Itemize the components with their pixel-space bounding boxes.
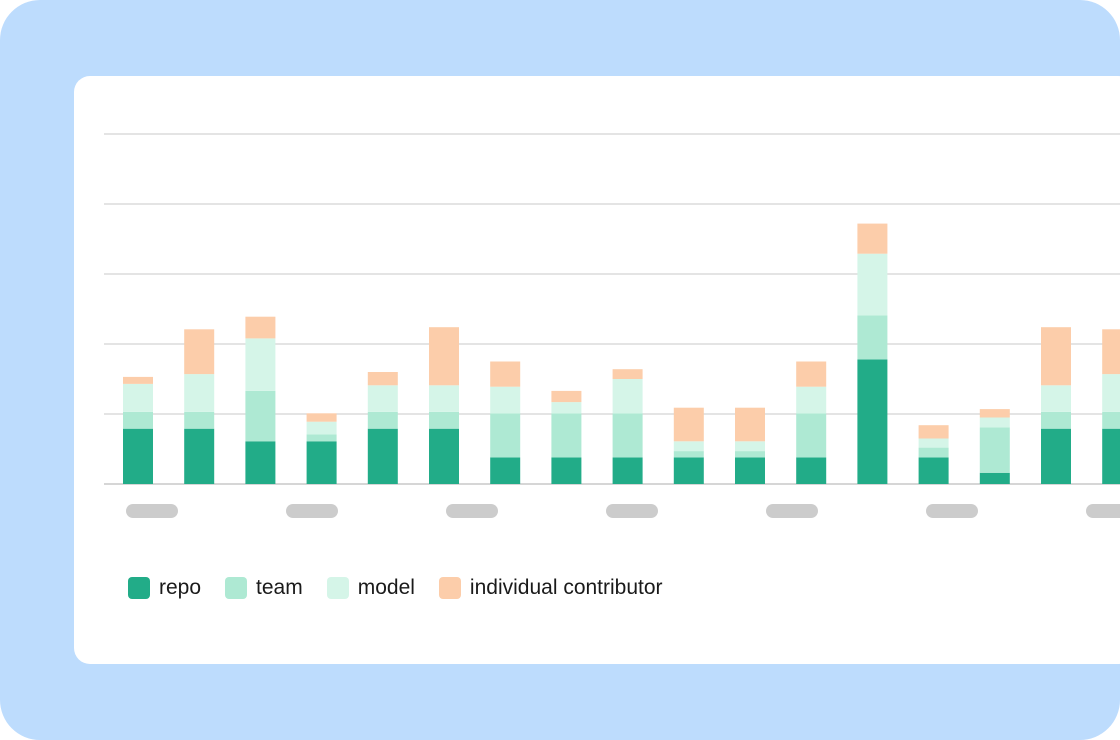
bar-segment-repo <box>918 457 949 484</box>
bar-segment-repo <box>673 457 704 484</box>
bar-segment-model <box>673 441 704 452</box>
bar-segment-team <box>490 413 521 458</box>
bar-segment-individual-contributor <box>306 413 337 422</box>
bar-segment-team <box>979 427 1010 473</box>
bar-segment-model <box>796 386 827 414</box>
bar-segment-model <box>1041 385 1071 412</box>
legend-item: team <box>225 576 303 600</box>
bar-segment-model <box>429 385 459 412</box>
bar-segment-model <box>490 386 521 414</box>
bar-segment-model <box>367 385 398 412</box>
bar-segment-individual-contributor <box>245 316 276 339</box>
bar-segment-individual-contributor <box>1041 327 1071 386</box>
legend-item: repo <box>128 576 201 600</box>
gridlines <box>104 133 1120 485</box>
legend-item: individual contributor <box>438 576 663 600</box>
bar-segment-model <box>1102 374 1120 412</box>
bar-segment-repo <box>857 359 888 484</box>
x-tick-placeholder <box>446 504 498 518</box>
bar-segment-repo <box>796 457 827 484</box>
stacked-bar-chart <box>104 133 1120 518</box>
bar-segment-model <box>735 441 765 452</box>
legend-label: repo <box>159 576 202 599</box>
bar-segment-team <box>551 413 582 458</box>
bar-segment-team <box>1041 411 1071 429</box>
bar-segment-team <box>857 315 888 360</box>
legend: repo team model individual contributor <box>128 576 687 600</box>
bar-segment-individual-contributor <box>673 407 704 442</box>
x-tick-placeholder <box>606 504 658 518</box>
bar-segment-model <box>979 417 1010 428</box>
bar-segment-repo <box>490 457 521 484</box>
bar-segment-team <box>367 411 398 429</box>
bar-segment-repo <box>367 428 398 484</box>
x-tick-placeholder <box>1086 504 1120 518</box>
bar-segment-individual-contributor <box>123 376 153 384</box>
legend-label: model <box>357 576 415 599</box>
bar-segment-repo <box>429 428 459 484</box>
bar-segment-team <box>796 413 827 458</box>
bar-segment-individual-contributor <box>857 223 888 254</box>
chart-card: repo team model individual contributor <box>74 76 1120 664</box>
legend-swatch <box>438 577 461 599</box>
bar-segment-model <box>551 402 582 414</box>
legend-label: team <box>256 576 303 599</box>
bar-segment-model <box>184 374 215 412</box>
legend-swatch <box>326 577 349 599</box>
bar-segment-team <box>1102 411 1120 429</box>
legend-swatch <box>225 577 248 599</box>
bar-segment-team <box>673 451 704 458</box>
bars <box>123 223 1120 484</box>
x-tick-placeholder <box>126 504 178 518</box>
bar-segment-model <box>612 379 643 414</box>
bar-segment-repo <box>735 457 765 484</box>
bar-segment-individual-contributor <box>1102 329 1120 375</box>
bar-segment-model <box>918 438 949 448</box>
bar-segment-repo <box>612 457 643 484</box>
bar-segment-team <box>123 411 153 429</box>
bar-segment-team <box>184 411 215 429</box>
bar-segment-individual-contributor <box>796 361 827 387</box>
bar-segment-repo <box>551 457 582 484</box>
x-tick-placeholder <box>926 504 978 518</box>
x-tick-placeholder <box>766 504 818 518</box>
bar-segment-model <box>857 253 888 316</box>
bar-segment-model <box>123 383 153 412</box>
bar-segment-individual-contributor <box>735 407 765 442</box>
bar-segment-team <box>612 413 643 458</box>
legend-swatch <box>128 577 150 599</box>
bar-segment-repo <box>123 428 153 484</box>
bar-segment-model <box>245 338 276 391</box>
bar-segment-repo <box>1102 428 1120 484</box>
bar-segment-individual-contributor <box>918 425 949 439</box>
bar-segment-repo <box>245 441 276 484</box>
bar-segment-team <box>306 434 337 442</box>
legend-item: model <box>326 576 415 600</box>
bar-segment-individual-contributor <box>551 390 582 403</box>
bar-segment-repo <box>1041 428 1071 484</box>
bar-segment-repo <box>184 428 215 484</box>
bar-segment-team <box>245 390 276 442</box>
x-tick-placeholder <box>286 504 338 518</box>
bar-segment-individual-contributor <box>184 329 215 375</box>
bar-segment-repo <box>979 472 1010 484</box>
legend-label: individual contributor <box>469 576 663 599</box>
bar-segment-repo <box>306 441 337 484</box>
bar-segment-model <box>306 421 337 435</box>
bar-segment-individual-contributor <box>979 409 1010 418</box>
bar-segment-individual-contributor <box>367 372 398 386</box>
bar-segment-individual-contributor <box>429 327 459 386</box>
bar-segment-individual-contributor <box>490 361 521 387</box>
bar-segment-team <box>429 411 459 429</box>
bar-segment-team <box>735 451 765 458</box>
bar-segment-team <box>918 447 949 458</box>
x-tick-placeholders <box>126 504 1120 518</box>
bar-segment-individual-contributor <box>612 369 643 379</box>
